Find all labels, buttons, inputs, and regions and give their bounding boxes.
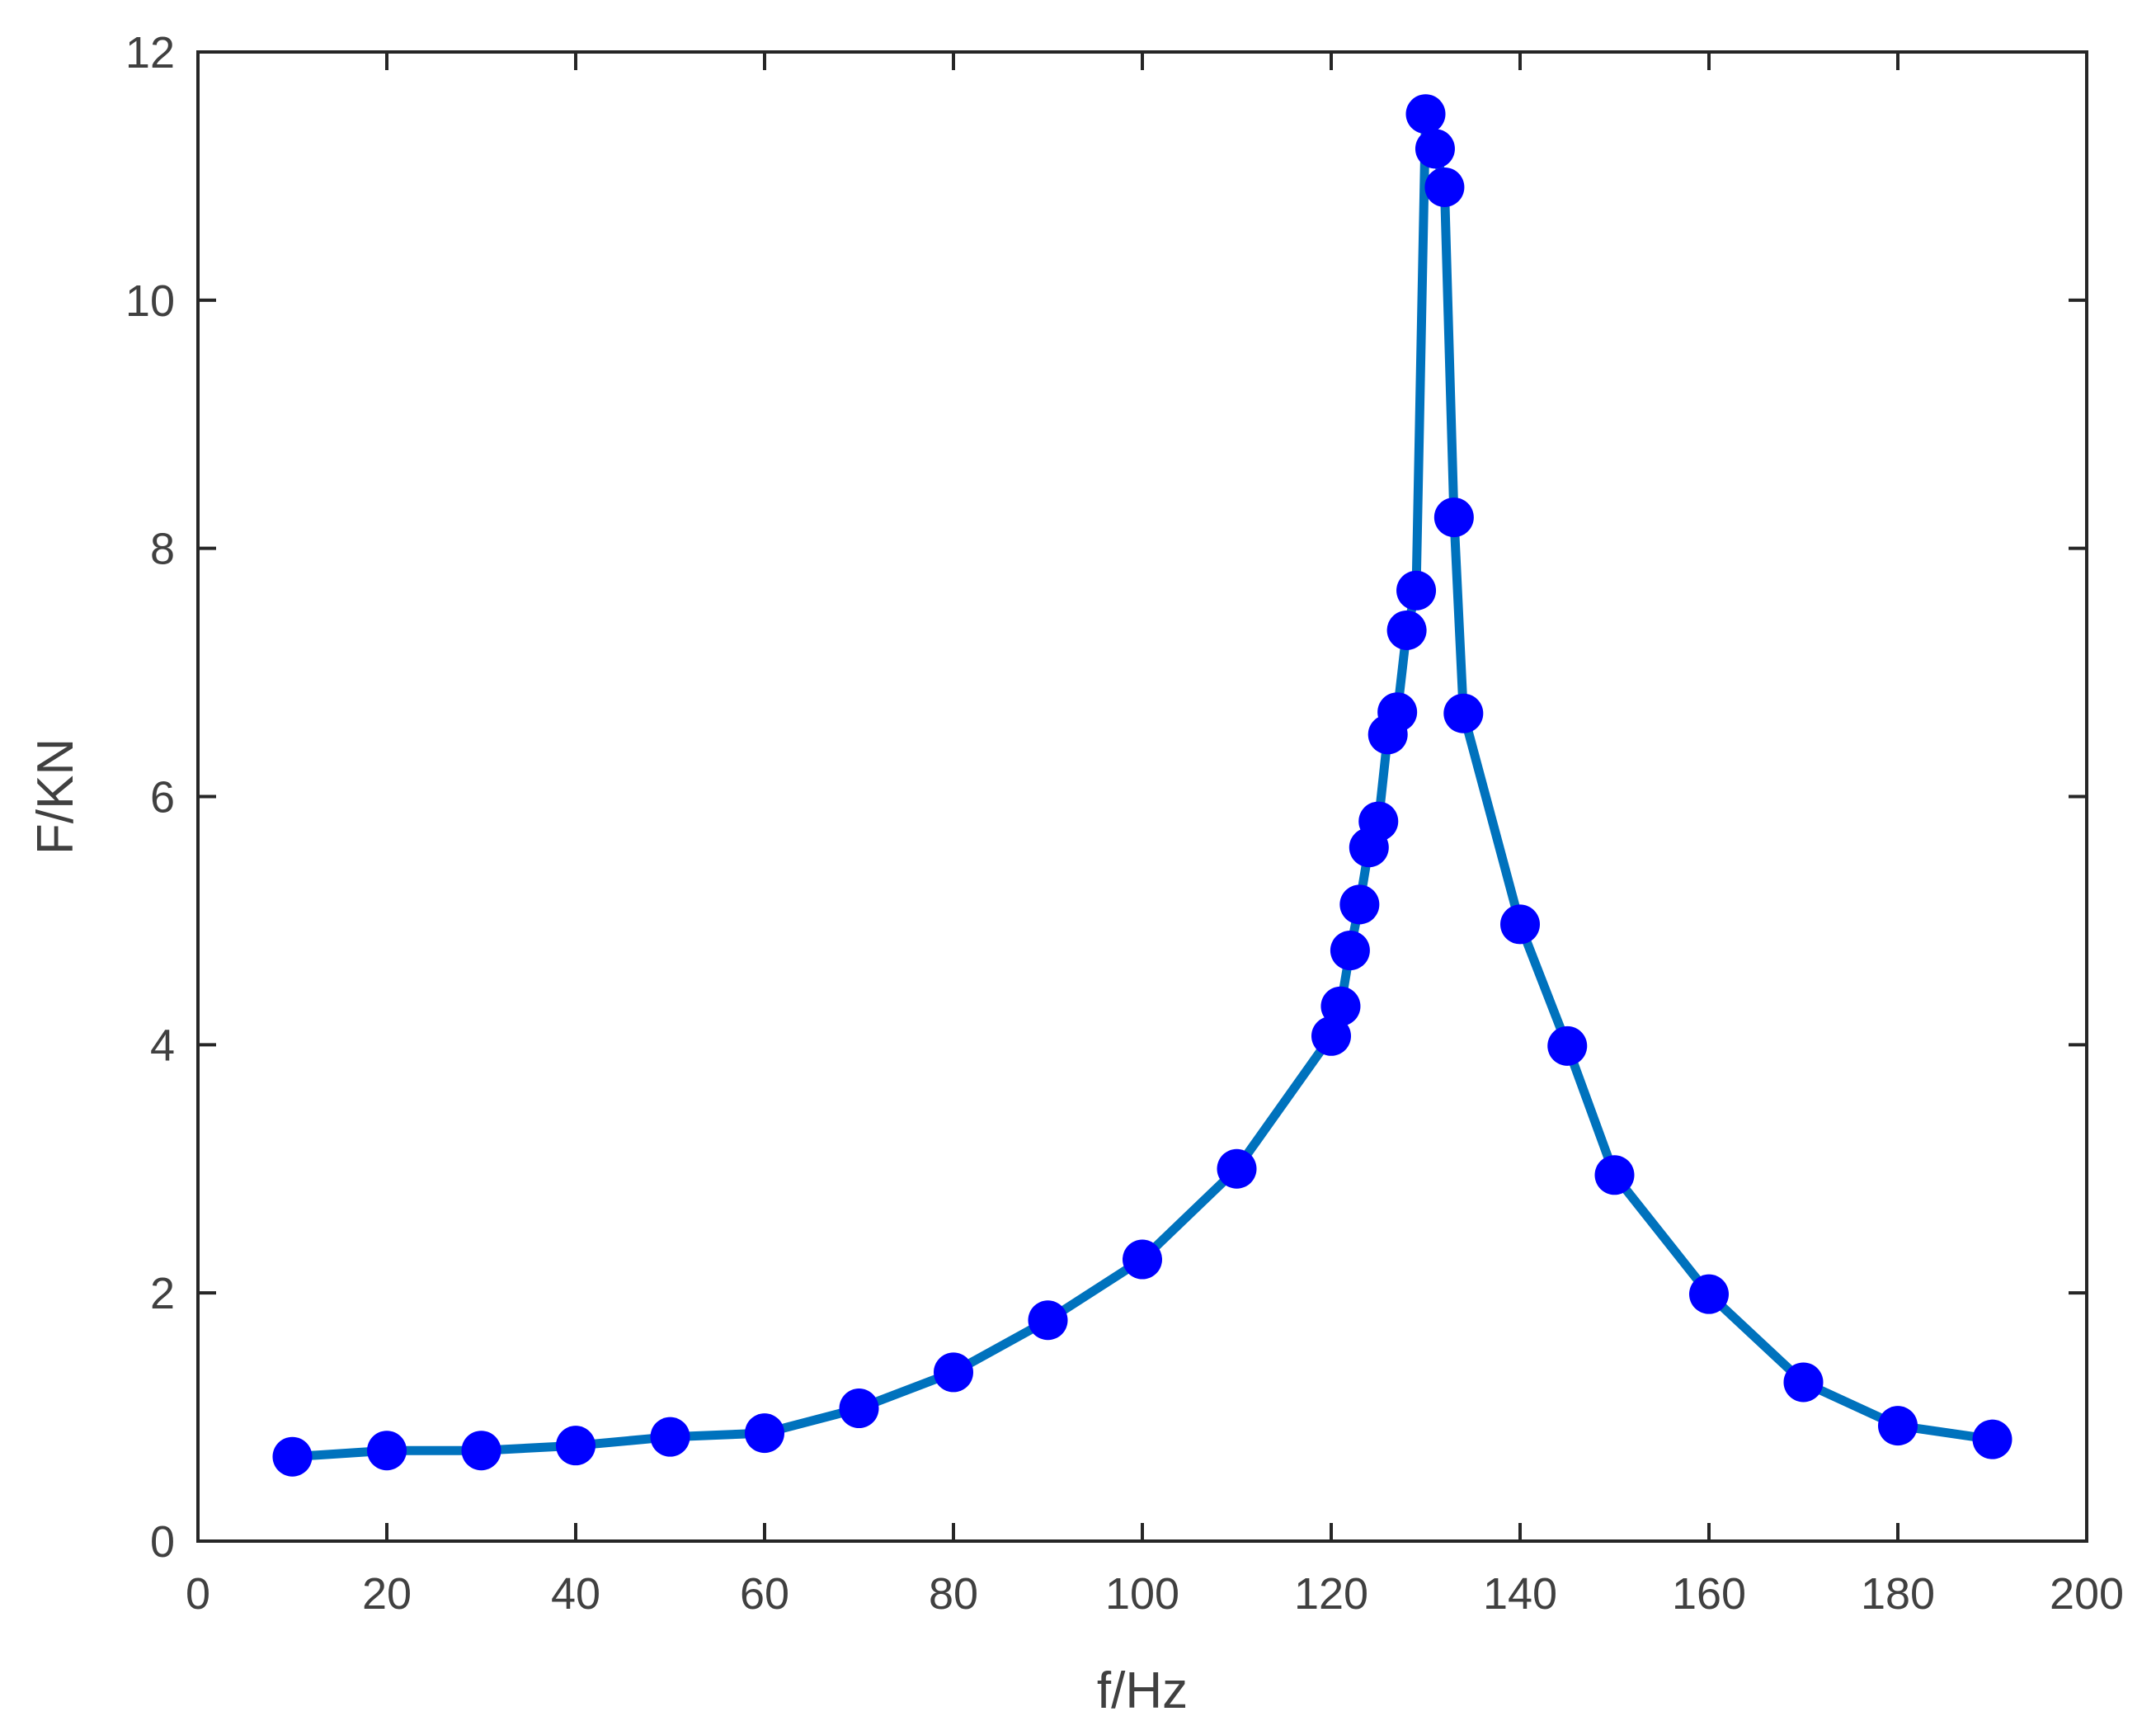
x-tick-label: 20 bbox=[362, 1569, 412, 1619]
data-point bbox=[1689, 1274, 1729, 1314]
data-point bbox=[1386, 610, 1427, 650]
data-point bbox=[1433, 497, 1474, 538]
y-tick-label: 12 bbox=[125, 28, 175, 78]
y-tick-label: 4 bbox=[150, 1021, 175, 1070]
data-point bbox=[1547, 1025, 1588, 1066]
data-point bbox=[1972, 1419, 2012, 1459]
data-point bbox=[745, 1413, 784, 1454]
data-point bbox=[650, 1417, 690, 1457]
data-point bbox=[1500, 904, 1540, 945]
x-tick-label: 0 bbox=[186, 1569, 210, 1619]
x-tick-label: 100 bbox=[1105, 1569, 1179, 1619]
y-axis-label: F/KN bbox=[27, 738, 84, 855]
plot-frame bbox=[196, 50, 2088, 1543]
data-point bbox=[1217, 1148, 1257, 1189]
x-tick-label: 200 bbox=[2050, 1569, 2124, 1619]
data-point bbox=[934, 1352, 973, 1393]
x-tick-label: 180 bbox=[1861, 1569, 1935, 1619]
data-points bbox=[272, 94, 2012, 1477]
x-tick-label: 120 bbox=[1294, 1569, 1368, 1619]
data-point bbox=[1424, 167, 1465, 207]
data-point bbox=[1405, 94, 1446, 134]
x-tick-label: 60 bbox=[740, 1569, 789, 1619]
data-point bbox=[839, 1388, 879, 1429]
tick-labels: 0 20 40 60 80 100 120 140 160 180 200 0 2 4 6 8 10 12 bbox=[125, 28, 2124, 1619]
x-tick-label: 160 bbox=[1672, 1569, 1746, 1619]
data-point bbox=[1330, 931, 1370, 971]
data-point bbox=[1311, 1016, 1351, 1056]
y-tick-label: 8 bbox=[150, 525, 175, 574]
data-point bbox=[461, 1431, 501, 1471]
x-tick-label: 80 bbox=[929, 1569, 978, 1619]
data-point bbox=[367, 1431, 407, 1471]
data-point bbox=[556, 1426, 595, 1466]
y-tick-label: 2 bbox=[150, 1269, 175, 1318]
x-tick-label: 140 bbox=[1483, 1569, 1557, 1619]
data-point bbox=[1878, 1406, 1918, 1446]
y-tick-label: 6 bbox=[150, 773, 175, 823]
data-point bbox=[1396, 570, 1437, 611]
y-tick-label: 10 bbox=[125, 276, 175, 326]
axis-ticks bbox=[196, 50, 2088, 1543]
data-point bbox=[1415, 129, 1455, 169]
x-axis-label: f/Hz bbox=[1097, 1662, 1188, 1719]
data-point bbox=[1358, 801, 1399, 842]
data-point bbox=[1377, 692, 1418, 733]
y-tick-label: 0 bbox=[150, 1517, 175, 1567]
data-point bbox=[1320, 986, 1361, 1026]
data-point bbox=[1594, 1155, 1635, 1195]
data-point bbox=[1123, 1239, 1162, 1280]
data-point bbox=[1339, 884, 1380, 925]
data-point bbox=[272, 1436, 313, 1477]
data-point bbox=[1783, 1362, 1824, 1403]
data-point bbox=[1443, 693, 1484, 733]
data-point bbox=[1028, 1300, 1068, 1341]
x-tick-label: 40 bbox=[551, 1569, 600, 1619]
